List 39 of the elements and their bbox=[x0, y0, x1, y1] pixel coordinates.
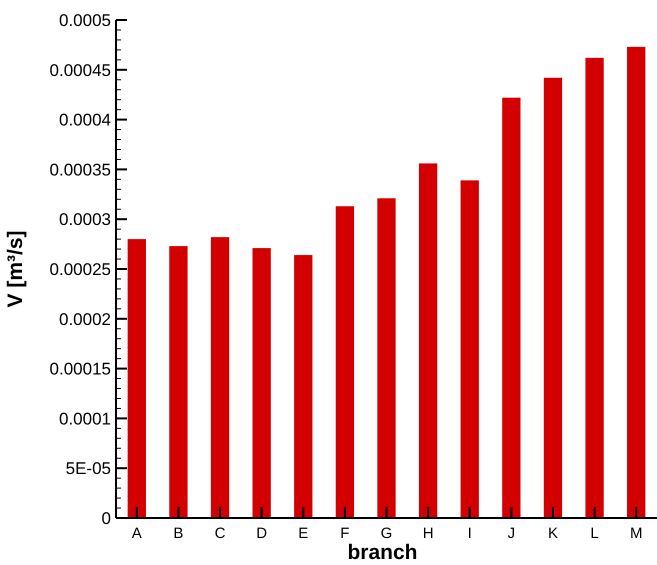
y-tick-label: 0.0004 bbox=[59, 110, 111, 130]
y-tick-label: 0.00035 bbox=[50, 160, 111, 180]
x-tick-label: K bbox=[548, 525, 558, 542]
x-tick-label: A bbox=[132, 525, 142, 542]
bar bbox=[460, 180, 479, 518]
x-tick-label: I bbox=[468, 525, 472, 542]
x-axis-title: branch bbox=[347, 541, 418, 564]
bar bbox=[210, 237, 230, 518]
bar bbox=[377, 198, 396, 518]
bar bbox=[128, 239, 146, 518]
bar bbox=[252, 248, 271, 518]
x-tick-label: M bbox=[630, 525, 642, 542]
x-tick-label: G bbox=[380, 525, 392, 542]
y-tick-label: 5E-05 bbox=[66, 459, 111, 478]
x-tick-label: D bbox=[256, 525, 268, 542]
y-tick-label: 0.00045 bbox=[50, 60, 111, 80]
y-axis-title: V [m³/s] bbox=[4, 230, 27, 308]
y-tick-label: 0.0005 bbox=[59, 10, 111, 30]
y-tick-label: 0.0001 bbox=[59, 409, 111, 428]
x-tick-label: F bbox=[340, 525, 350, 542]
x-tick-label: L bbox=[590, 525, 599, 542]
x-tick-label: H bbox=[422, 525, 434, 542]
x-tick-label: C bbox=[214, 525, 226, 542]
x-tick-label: E bbox=[298, 525, 308, 542]
x-tick-label: B bbox=[173, 525, 184, 542]
bar bbox=[585, 58, 604, 518]
y-tick-label: 0.00025 bbox=[50, 260, 111, 279]
y-tick-label: 0.0002 bbox=[59, 310, 111, 329]
y-tick-label: 0.00015 bbox=[50, 360, 111, 379]
bar bbox=[627, 46, 646, 518]
y-tick-label: 0 bbox=[102, 508, 111, 528]
bar bbox=[169, 246, 188, 518]
bar bbox=[336, 206, 354, 518]
x-tick-label: J bbox=[508, 525, 516, 542]
bar bbox=[544, 78, 562, 518]
bar bbox=[502, 98, 520, 518]
y-tick-label: 0.0003 bbox=[59, 210, 111, 230]
bar bbox=[418, 163, 438, 518]
bar bbox=[294, 255, 312, 518]
